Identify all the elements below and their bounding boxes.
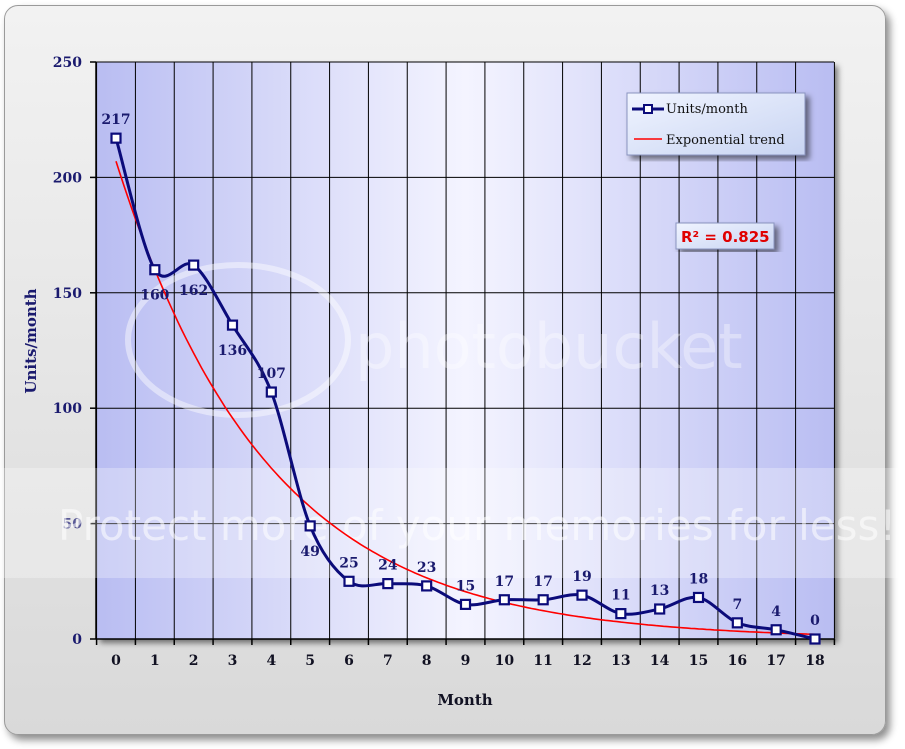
exponential-trend-line xyxy=(115,160,816,636)
x-tick-label: 18 xyxy=(805,653,824,669)
x-axis-title: Month xyxy=(437,691,492,709)
x-tick-label: 0 xyxy=(111,653,121,669)
y-axis-title: Units/month xyxy=(22,288,40,393)
r-squared-box xyxy=(675,222,775,250)
legend-box xyxy=(626,92,806,156)
data-label: 17 xyxy=(533,574,552,590)
y-tick-label: 250 xyxy=(53,55,82,71)
data-label: 4 xyxy=(771,604,781,620)
x-tick-label: 17 xyxy=(766,653,785,669)
x-tick-label: 16 xyxy=(728,653,747,669)
x-tick-label: 3 xyxy=(228,653,238,669)
data-point-marker xyxy=(110,132,122,144)
data-point-marker xyxy=(498,594,510,606)
watermark-band xyxy=(0,468,905,578)
data-label: 18 xyxy=(689,571,708,587)
legend-label-units: Units/month xyxy=(666,102,749,117)
y-tick-label: 150 xyxy=(53,286,82,302)
x-tick-label: 14 xyxy=(650,653,670,669)
data-point-marker xyxy=(421,580,433,592)
data-label: 11 xyxy=(611,588,630,604)
legend-label-trend: Exponential trend xyxy=(666,133,785,148)
data-point-marker xyxy=(692,591,705,604)
x-tick-label: 11 xyxy=(533,653,552,669)
data-label: 7 xyxy=(732,597,742,613)
data-label: 107 xyxy=(257,366,286,382)
watermark-tagline: Protect more of your memories for less! xyxy=(58,501,896,550)
plot-area xyxy=(96,62,834,639)
data-point-marker xyxy=(304,520,316,532)
data-point-marker xyxy=(654,603,666,615)
data-point-marker xyxy=(615,608,627,620)
watermark-logo-ring xyxy=(125,262,351,418)
x-tick-label: 12 xyxy=(572,653,591,669)
data-point-marker xyxy=(265,386,277,398)
data-label: 23 xyxy=(417,560,436,576)
x-tick-labels: 0 1 2 3 4 5 6 7 8 9 10 11 12 13 14 15 16 17 18 xyxy=(111,653,825,669)
y-tick-label: 100 xyxy=(53,401,82,417)
x-tick-label: 13 xyxy=(611,653,630,669)
data-point-marker xyxy=(809,633,821,645)
data-label: 162 xyxy=(179,283,208,299)
data-point-marker xyxy=(576,589,588,601)
data-point-marker xyxy=(731,617,743,629)
gridlines xyxy=(96,61,835,640)
r-squared-text: R² = 0.825 xyxy=(681,228,770,246)
r-squared-annotation: R² = 0.825 xyxy=(675,222,775,250)
data-label: 136 xyxy=(218,343,247,359)
data-point-marker xyxy=(382,578,394,590)
x-tick-label: 15 xyxy=(689,653,708,669)
x-tick-label: 8 xyxy=(422,653,432,669)
axes xyxy=(90,61,836,645)
data-point-marker xyxy=(149,264,161,276)
data-label: 25 xyxy=(339,555,358,571)
data-label: 49 xyxy=(300,544,319,560)
data-point-marker xyxy=(226,319,239,331)
y-tick-labels: 0 50 100 150 200 250 xyxy=(53,55,82,648)
x-tick-label: 2 xyxy=(189,653,199,669)
y-tick-label: 0 xyxy=(72,632,82,648)
data-label: 15 xyxy=(456,578,475,594)
y-tick-label: 200 xyxy=(53,170,82,186)
legend-marker-units xyxy=(643,104,653,114)
x-tick-label: 1 xyxy=(150,653,160,669)
data-label: 0 xyxy=(810,613,820,629)
x-tick-label: 4 xyxy=(266,653,276,669)
x-tick-label: 7 xyxy=(383,653,393,669)
data-labels: 217 160 162 136 107 49 25 24 23 15 17 17 19 11 13 18 7 4 0 xyxy=(101,112,820,629)
data-label: 24 xyxy=(378,558,398,574)
x-tick-label: 5 xyxy=(305,653,315,669)
data-label: 217 xyxy=(101,112,130,128)
data-point-marker xyxy=(343,575,355,587)
data-label: 160 xyxy=(140,288,169,304)
watermark: photobucket Protect more of your memorie… xyxy=(0,262,905,578)
y-tick-label: 50 xyxy=(63,517,83,533)
watermark-brand: photobucket xyxy=(355,310,743,383)
data-label: 19 xyxy=(572,569,591,585)
x-tick-label: 9 xyxy=(461,653,471,669)
data-markers xyxy=(110,132,821,645)
legend: Units/month Exponential trend xyxy=(626,92,806,156)
data-point-marker xyxy=(537,594,549,606)
x-tick-label: 10 xyxy=(495,653,515,669)
data-label: 17 xyxy=(495,574,514,590)
x-tick-label: 6 xyxy=(344,653,354,669)
data-point-marker xyxy=(770,624,782,636)
data-label: 13 xyxy=(650,583,669,599)
data-point-marker xyxy=(188,259,200,271)
data-point-marker xyxy=(459,598,472,610)
